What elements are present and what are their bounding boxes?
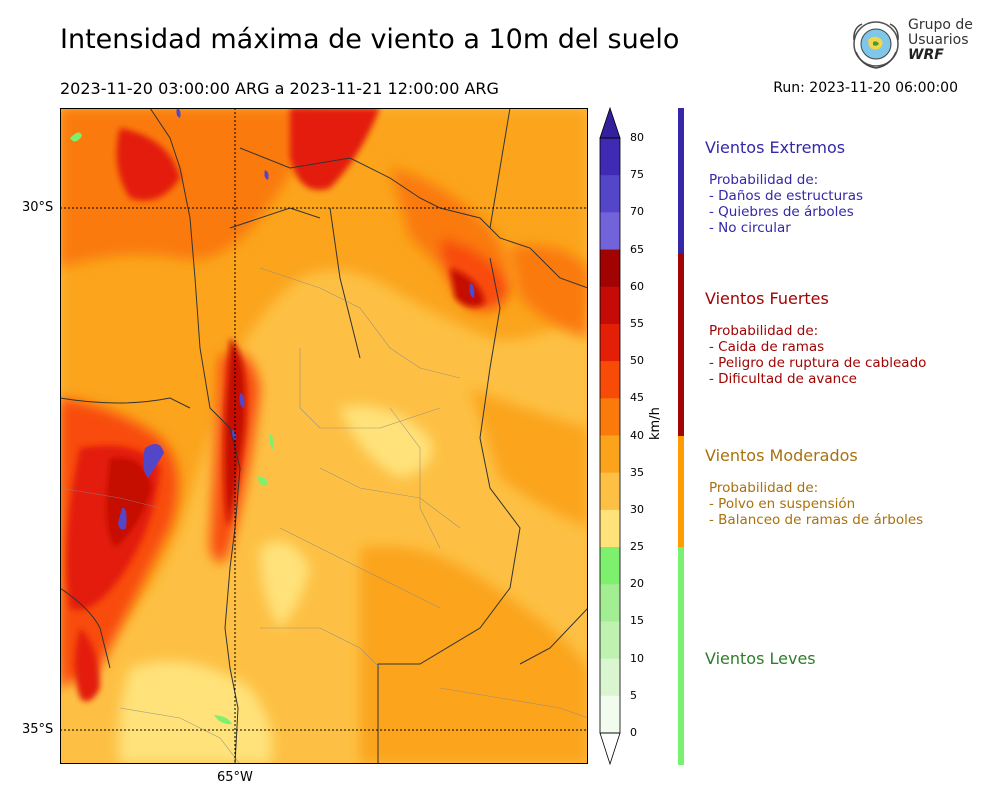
colorbar-tick-label: 70 <box>630 205 644 219</box>
category-desc-moderados: Probabilidad de: - Polvo en suspensión -… <box>709 480 923 528</box>
category-line: Probabilidad de: <box>709 323 819 339</box>
category-bar-extremos <box>678 108 684 253</box>
colorbar <box>599 106 621 766</box>
colorbar-bin-5-10 <box>600 658 620 697</box>
category-line: - Balanceo de ramas de árboles <box>709 512 924 528</box>
forecast-period: 2023-11-20 03:00:00 ARG a 2023-11-21 12:… <box>60 79 499 98</box>
colorbar-tick-label: 0 <box>630 726 637 739</box>
category-bar-fuertes <box>678 253 684 436</box>
wind-field-20-25 <box>70 132 274 725</box>
logo-line-2: Usuarios <box>908 32 969 48</box>
map-title: Intensidad máxima de viento a 10m del su… <box>60 24 680 55</box>
colorbar-max-arrow <box>599 106 621 139</box>
colorbar-tick-label: 15 <box>630 614 644 628</box>
colorbar-tick-label: 35 <box>630 465 644 479</box>
colorbar-bin-30-35 <box>600 472 620 511</box>
colorbar-tick-label: 80 <box>630 131 644 144</box>
map-frame <box>60 108 588 764</box>
category-bar-moderados <box>678 436 684 547</box>
colorbar-tick-label: 45 <box>630 391 644 405</box>
wind-speed-map <box>60 108 588 764</box>
globe-logo-icon <box>853 21 899 69</box>
colorbar-bin-60-65 <box>600 249 620 288</box>
category-line: - Dificultad de avance <box>709 371 857 387</box>
category-title-leves: Vientos Leves <box>705 649 816 668</box>
colorbar-bin-70-75 <box>600 175 620 213</box>
category-line: Probabilidad de: <box>709 172 819 188</box>
category-desc-fuertes: Probabilidad de: - Caida de ramas - Peli… <box>709 323 926 387</box>
lat-label-35s: 35°S <box>22 722 54 737</box>
colorbar-bin-20-25 <box>600 547 620 585</box>
colorbar-unit: km/h <box>648 407 663 440</box>
category-line: - Daños de estructuras <box>709 188 864 204</box>
category-line: - Caida de ramas <box>709 339 825 355</box>
logo-line-3: WRF <box>908 47 944 63</box>
category-line: - Peligro de ruptura de cableado <box>709 355 927 371</box>
colorbar-bin-15-20 <box>600 584 620 622</box>
colorbar-bin-35-40 <box>600 435 620 474</box>
category-line: - Polvo en suspensión <box>709 496 856 512</box>
colorbar-bin-10-15 <box>600 621 620 660</box>
colorbar-tick-label: 40 <box>630 428 644 442</box>
model-run-time: Run: 2023-11-20 06:00:00 <box>773 80 958 96</box>
colorbar-bin-45-50 <box>600 361 620 399</box>
colorbar-tick-label: 30 <box>630 502 644 516</box>
category-bar-leves <box>678 547 684 765</box>
colorbar-tick-label: 60 <box>630 279 644 293</box>
category-line: - Quiebres de árboles <box>709 204 854 220</box>
logo-line-1: Grupo de <box>908 17 973 33</box>
colorbar-bins <box>600 138 620 734</box>
colorbar-min-arrow <box>599 732 621 766</box>
colorbar-tick-label: 25 <box>630 540 644 554</box>
category-title-moderados: Vientos Moderados <box>705 446 858 465</box>
colorbar-tick-label: 50 <box>630 354 644 368</box>
colorbar-bin-25-30 <box>600 509 620 548</box>
colorbar-bin-75-80 <box>600 138 620 176</box>
category-title-extremos: Vientos Extremos <box>705 138 846 157</box>
category-line: - No circular <box>709 220 791 236</box>
department-borders <box>60 267 588 764</box>
colorbar-bin-0-5 <box>600 695 620 734</box>
colorbar-frame <box>599 137 621 734</box>
colorbar-tick-label: 5 <box>630 688 637 702</box>
lon-label-65w: 65°W <box>217 770 253 785</box>
colorbar-tick-label: 55 <box>630 316 644 330</box>
graticule <box>60 108 588 764</box>
wrf-group-logo: Grupo de Usuarios WRF <box>848 18 978 72</box>
colorbar-bin-50-55 <box>600 323 620 362</box>
colorbar-tick-label: 10 <box>630 651 644 665</box>
category-line: Probabilidad de: <box>709 480 819 496</box>
colorbar-bin-55-60 <box>600 286 620 325</box>
colorbar-bin-40-45 <box>600 398 620 436</box>
wind-field-50-60 <box>66 108 485 702</box>
colorbar-tick-label: 65 <box>630 242 644 256</box>
lat-label-30s: 30°S <box>22 200 54 215</box>
category-desc-extremos: Probabilidad de: - Daños de estructuras … <box>709 172 863 236</box>
category-title-fuertes: Vientos Fuertes <box>705 289 829 308</box>
colorbar-bin-65-70 <box>600 212 620 251</box>
colorbar-tick-label: 20 <box>630 577 644 591</box>
colorbar-tick-label: 75 <box>630 168 644 182</box>
logo-text: Grupo de Usuarios WRF <box>908 18 973 63</box>
